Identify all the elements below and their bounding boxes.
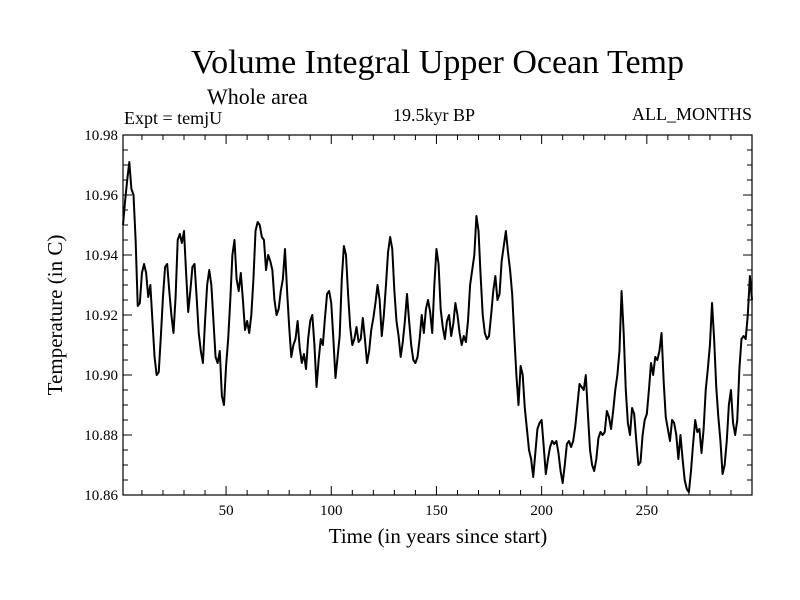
y-tick-label: 10.94 <box>84 248 118 264</box>
x-tick-label: 150 <box>425 503 448 519</box>
chart-subtitle: Whole area <box>207 84 308 109</box>
axis-tick-labels: 50 100 150 200 250 10.86 10.88 10.90 10.92 10.94 1… <box>84 128 658 519</box>
temperature-series-line <box>122 161 753 493</box>
y-tick-label: 10.90 <box>84 368 118 384</box>
y-tick-label: 10.88 <box>84 428 118 444</box>
y-tick-label: 10.96 <box>84 188 118 204</box>
months-label: ALL_MONTHS <box>632 104 752 124</box>
y-axis-label: Temperature (in C) <box>43 235 67 396</box>
x-tick-label: 250 <box>636 503 659 519</box>
y-tick-label: 10.98 <box>84 128 118 144</box>
chart-title: Volume Integral Upper Ocean Temp <box>191 44 684 81</box>
y-tick-label: 10.92 <box>84 308 118 324</box>
x-tick-label: 200 <box>530 503 553 519</box>
x-axis-label: Time (in years since start) <box>329 524 548 548</box>
axis-ticks <box>123 134 753 496</box>
experiment-label: Expt = temjU <box>124 108 223 128</box>
x-tick-label: 100 <box>320 503 343 519</box>
period-label: 19.5kyr BP <box>393 105 476 125</box>
plot-frame <box>122 134 753 496</box>
x-tick-label: 50 <box>219 503 234 519</box>
y-tick-label: 10.86 <box>84 488 118 504</box>
